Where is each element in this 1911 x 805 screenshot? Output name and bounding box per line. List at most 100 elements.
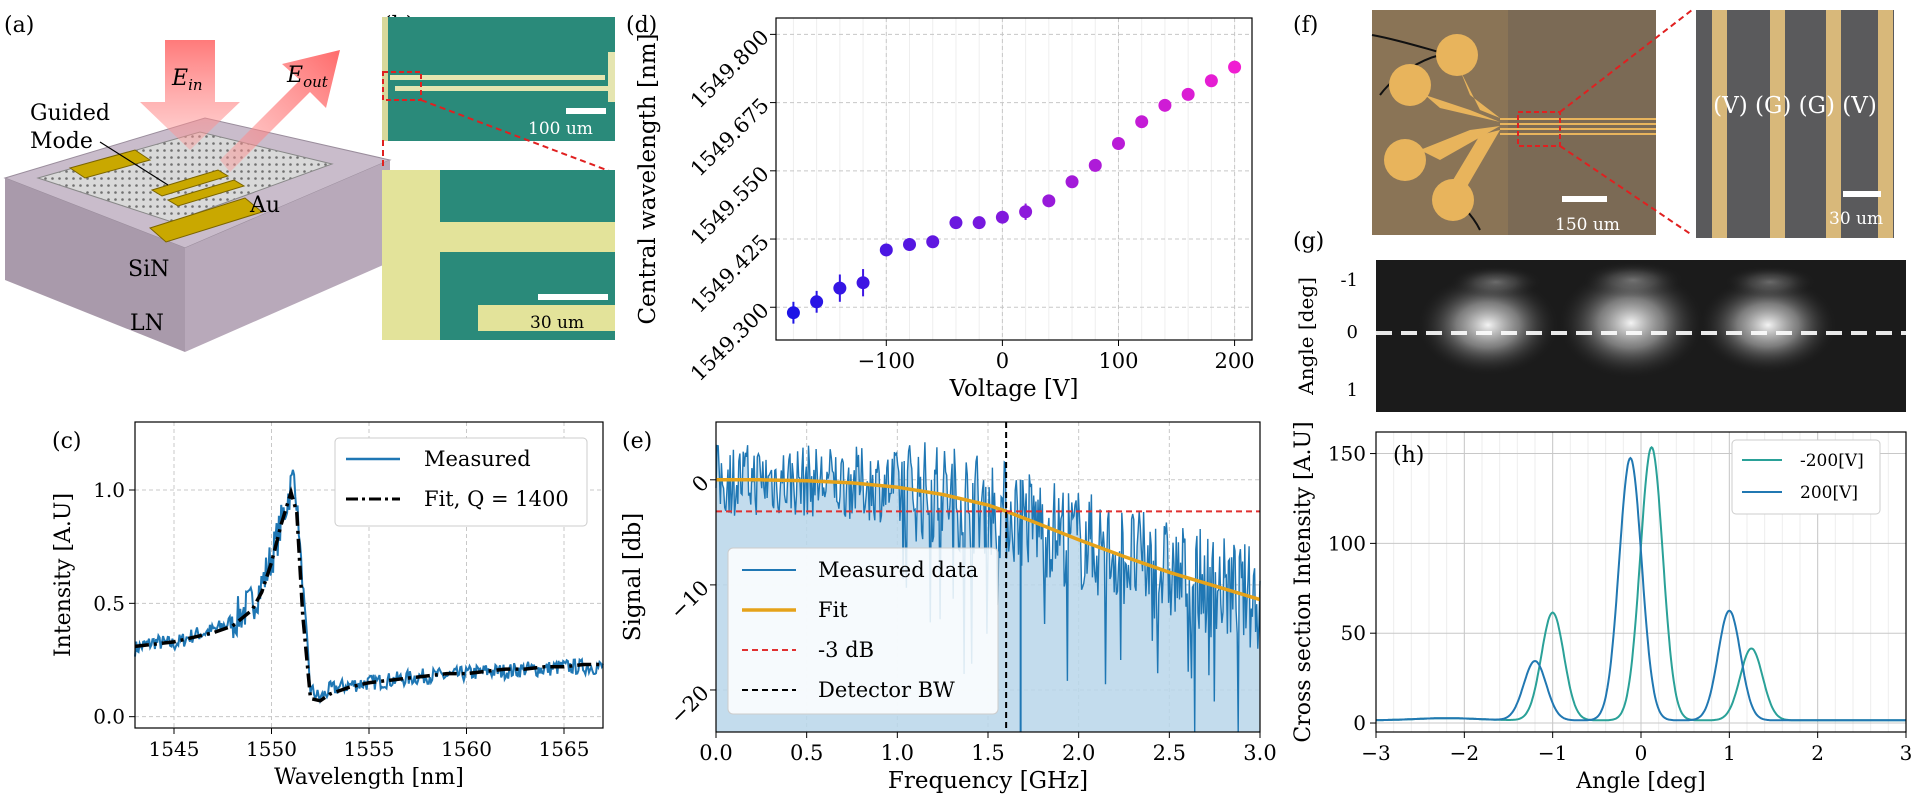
micrograph-b-panel: (b) 100 um 30 um — [382, 13, 615, 340]
x-tick-label: 1.0 — [881, 741, 914, 765]
plot-background — [776, 18, 1252, 340]
micrograph-b-waveguide-1 — [390, 75, 605, 80]
input-beam-arrow — [140, 40, 240, 150]
data-point — [995, 210, 1009, 224]
farfield-image-panel: (g) -1 0 1 Angle [deg] — [1293, 229, 1906, 412]
data-point — [1204, 74, 1218, 88]
faint-spot-left — [1451, 266, 1541, 298]
x-axis-label: Angle [deg] — [1575, 769, 1706, 794]
schematic-panel: (a) Ein Eout Guided Mode Au SiN LN — [3, 13, 392, 352]
y-tick-label: 0 — [687, 471, 713, 497]
panel-label-h: (h) — [1393, 443, 1424, 468]
guided-mode-label-line1: Guided — [30, 101, 110, 126]
faint-spot-center — [1583, 262, 1683, 298]
legend-label-neg200: -200[V] — [1800, 451, 1864, 471]
y-tick-label: 0.5 — [93, 591, 125, 615]
panel-label-c: (c) — [52, 429, 82, 454]
y-axis-label: Signal [db] — [620, 513, 646, 641]
output-beam-arrow — [220, 50, 340, 172]
diffraction-spot-center — [1559, 268, 1703, 378]
x-tick-label: 1560 — [441, 737, 492, 761]
e-out-label: Eout — [286, 63, 329, 91]
y-tick-label: −10 — [665, 576, 713, 624]
electrode-line-3 — [1500, 128, 1656, 130]
pad-trace-3 — [1420, 126, 1500, 160]
scale-bar-f-right — [1843, 191, 1881, 197]
y-tick-label: 0 — [1353, 711, 1366, 735]
micrograph-b-electrode-arm — [382, 222, 615, 252]
x-tick-label: 2 — [1811, 741, 1824, 765]
x-tick-label: 1550 — [246, 737, 297, 761]
data-point — [833, 281, 847, 295]
chart-d: (d) −100 0 100 2001549.3001549.4251549.5501… — [626, 13, 1255, 402]
x-tick-label: 2.0 — [1062, 741, 1095, 765]
x-tick-label: 0 — [996, 349, 1009, 373]
micrograph-b-electrode-tip — [478, 305, 615, 331]
pad-trace-1 — [1460, 70, 1500, 118]
legend-label-fit-e: Fit — [818, 598, 848, 622]
data-point — [1088, 158, 1102, 172]
scale-bar-f-left — [1562, 196, 1607, 202]
legend-box-h — [1731, 439, 1881, 515]
image-g-tick-1: 1 — [1347, 380, 1358, 401]
data-point — [903, 237, 917, 251]
x-tick-label: 1545 — [149, 737, 200, 761]
panel-label-d: (d) — [626, 13, 657, 38]
contact-pad-3 — [1384, 139, 1426, 181]
panel-label-e: (e) — [622, 429, 652, 454]
contact-pad-1 — [1436, 34, 1478, 76]
x-tick-label: −3 — [1361, 741, 1390, 765]
series-fit-line — [716, 478, 1261, 602]
data-point — [1019, 205, 1033, 219]
x-tick-label: 2.5 — [1153, 741, 1186, 765]
chart-e-legend: Measured data Fit -3 dB Detector BW — [727, 547, 999, 715]
x-tick-label: 0 — [1635, 741, 1648, 765]
series-measured-line — [134, 469, 604, 705]
micrograph-f-right — [1696, 10, 1894, 238]
data-point — [1042, 194, 1056, 208]
chart-h: −3 −2 −1 0 1 2 3 0 50 100 150 Angle [deg] Cross sect… — [1291, 421, 1911, 794]
data-point — [1158, 98, 1172, 112]
ln-label: LN — [130, 311, 164, 336]
series-fit-line — [134, 486, 603, 703]
electrode-line-4 — [1500, 133, 1656, 135]
ln-substrate-left — [5, 178, 185, 352]
contact-pad-2 — [1389, 64, 1431, 106]
au-electrode-bottom — [149, 197, 264, 243]
y-tick-label: 1.0 — [93, 478, 125, 502]
data-point — [810, 295, 824, 309]
scale-label-f-right: 30 um — [1829, 209, 1883, 229]
x-tick-label: 1.5 — [971, 741, 1004, 765]
zoom-box-f — [1517, 111, 1561, 147]
panel-label-a: (a) — [4, 13, 34, 38]
scale-label-f-left: 150 um — [1555, 215, 1620, 235]
data-point — [926, 235, 940, 249]
x-tick-label: −2 — [1450, 741, 1479, 765]
guided-mode-pointer — [99, 141, 169, 186]
x-tick-label: 3.0 — [1243, 741, 1276, 765]
chart-c: (c) 1545 1550 1555 1560 1565 0.0 0.5 1.0 Wavelen… — [51, 421, 604, 790]
x-axis-label: Voltage [V] — [949, 376, 1079, 402]
micrograph-b-waveguide-2 — [395, 86, 610, 91]
y-tick-label: 0.0 — [93, 705, 125, 729]
legend-label-measured-data: Measured data — [818, 558, 978, 582]
series-200v-line — [1375, 456, 1906, 722]
scale-bar-b-top — [566, 108, 606, 114]
y-axis-label: Intensity [A.U] — [51, 493, 76, 657]
image-g-tick-0: 0 — [1347, 322, 1358, 343]
y-tick-label: 150 — [1328, 442, 1366, 466]
sin-label: SiN — [128, 257, 169, 282]
y-axis-label: Cross section Intensity [A.U] — [1291, 421, 1316, 742]
y-tick-label: −20 — [665, 681, 713, 729]
au-electrode-strip-2 — [166, 179, 246, 207]
legend-label-fit: Fit, Q = 1400 — [424, 487, 569, 511]
scale-bar-b-bottom — [538, 294, 608, 300]
legend-label-measured: Measured — [424, 447, 531, 471]
electrode-line-2 — [1500, 123, 1656, 125]
x-axis-label: Wavelength [nm] — [274, 765, 464, 790]
data-point — [879, 243, 893, 257]
faint-spot-right — [1725, 266, 1815, 298]
zoom-line-f-top — [1559, 9, 1693, 113]
au-electrode-strip-1 — [150, 169, 230, 197]
